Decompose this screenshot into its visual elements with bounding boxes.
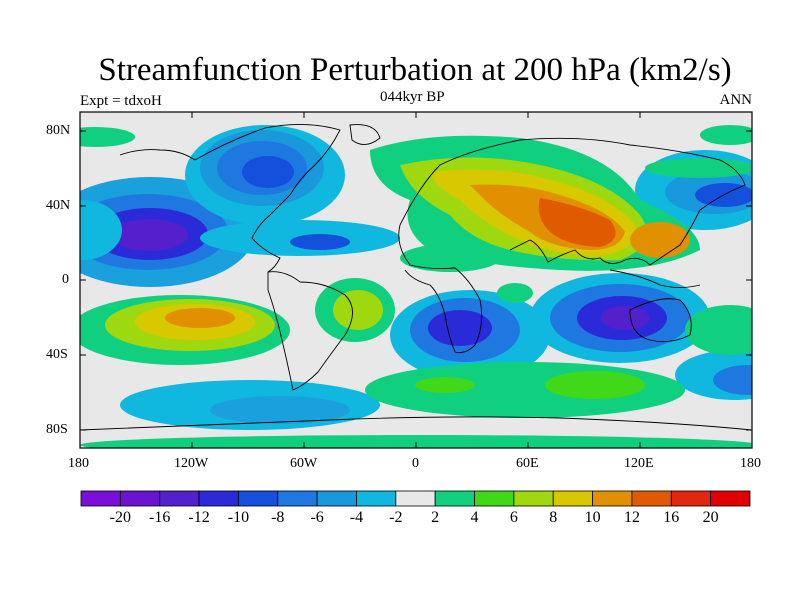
lat-tick-80s: 80S	[46, 422, 68, 437]
antarctic-band	[80, 435, 752, 448]
map-ticks	[80, 112, 752, 448]
lon-tick-0: 0	[412, 456, 419, 471]
positive-anomaly-southwest-pacific	[685, 305, 752, 355]
colorbar-label: 2	[431, 509, 440, 526]
colorbar-label: 12	[623, 509, 640, 526]
lon-tick-120w: 120W	[174, 456, 209, 471]
colorbar-label: -12	[188, 509, 210, 526]
lat-tick-40n: 40N	[46, 198, 71, 213]
experiment-label: Expt = tdxoH	[80, 93, 162, 109]
colorbar-label: 6	[509, 509, 518, 526]
colorbar-label: -10	[227, 509, 250, 526]
colorbar-label: -6	[310, 509, 324, 526]
lon-tick-180w: 180	[68, 456, 89, 471]
negative-anomaly-atlantic	[200, 220, 400, 256]
lon-tick-60e: 60E	[516, 456, 539, 471]
positive-anomaly-southern-ocean	[365, 362, 685, 418]
plot-title: Streamfunction Perturbation at 200 hPa (…	[98, 52, 732, 88]
colorbar-label: -4	[349, 509, 364, 526]
colorbar-label: 4	[470, 509, 479, 526]
coastlines	[80, 123, 752, 431]
lat-tick-0: 0	[62, 272, 69, 287]
field-contours	[80, 125, 752, 448]
positive-anomaly-south-pacific	[80, 295, 290, 365]
positive-anomaly-south-america	[315, 278, 395, 342]
lon-tick-60w: 60W	[290, 456, 318, 471]
negative-anomaly-indian-ocean	[530, 273, 710, 363]
time-label: 044kyr BP	[380, 89, 445, 105]
colorbar-label: 8	[549, 509, 558, 526]
colorbar-label: -8	[271, 509, 285, 526]
positive-anomaly-atlantic-arabia	[400, 244, 533, 303]
negative-anomaly-south-africa	[390, 290, 550, 380]
negative-anomaly-south-pacific	[120, 350, 752, 430]
colorbar-label: 10	[584, 509, 601, 526]
negative-anomaly-north-america	[185, 125, 345, 225]
season-label: ANN	[719, 92, 753, 108]
lat-tick-80n: 80N	[46, 123, 71, 138]
colorbar-label: 16	[663, 509, 680, 526]
lat-tick-40s: 40S	[46, 347, 68, 362]
colorbar-label: 20	[702, 509, 719, 526]
positive-anomaly-eurasia	[370, 135, 700, 271]
lon-tick-180e: 180	[740, 456, 761, 471]
lon-tick-120e: 120E	[624, 456, 654, 471]
colorbar-label: -16	[149, 509, 171, 526]
colorbar-label: -2	[389, 509, 403, 526]
colorbar-label: -20	[109, 509, 131, 526]
